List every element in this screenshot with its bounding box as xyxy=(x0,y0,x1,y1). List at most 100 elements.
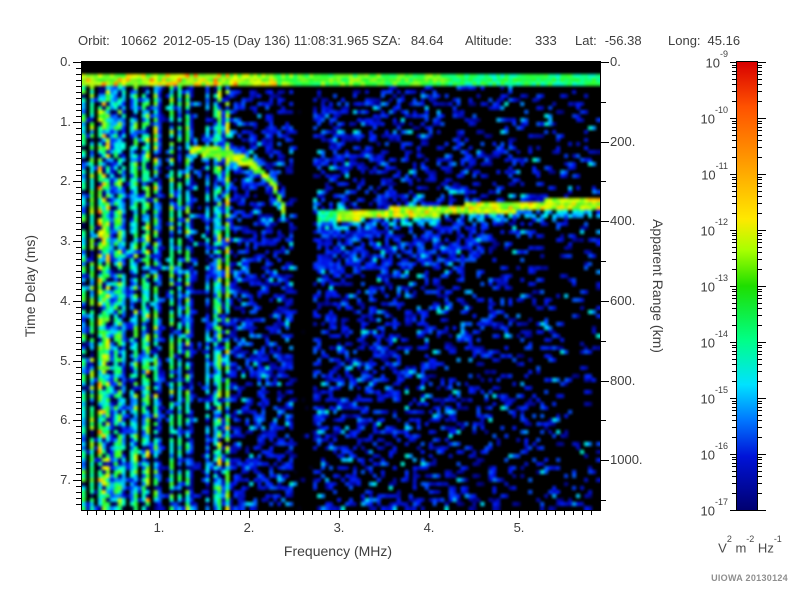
x-axis-minor-tick xyxy=(114,511,115,515)
colorbar-minor-tick-left xyxy=(732,359,736,360)
colorbar-minor-tick-left xyxy=(732,459,736,460)
y-left-minor-tick xyxy=(76,158,81,159)
colorbar-tick-base: 10 xyxy=(700,279,715,295)
colorbar-minor-tick-right xyxy=(758,84,762,85)
x-axis-minor-tick xyxy=(204,511,205,515)
x-axis-minor-tick xyxy=(447,511,448,515)
colorbar-minor-tick-right xyxy=(758,493,762,494)
x-axis-minor-tick xyxy=(141,511,142,515)
y-left-tick-label: 6. xyxy=(60,412,71,427)
y-left-minor-tick xyxy=(76,402,81,403)
y-left-minor-tick xyxy=(76,80,81,81)
y-right-minor-tick xyxy=(601,420,606,421)
y-right-tick-label: 1000. xyxy=(610,452,643,467)
y-left-tick-label: 7. xyxy=(60,472,71,487)
colorbar-minor-tick-right xyxy=(758,325,762,326)
x-axis-minor-tick xyxy=(294,511,295,515)
colorbar-minor-tick-left xyxy=(732,177,736,178)
y-left-tick-label: 3. xyxy=(60,233,71,248)
colorbar-minor-tick-right xyxy=(758,269,762,270)
y-left-minor-tick xyxy=(76,486,81,487)
plot-frame xyxy=(81,61,601,511)
colorbar-minor-tick-right xyxy=(758,157,762,158)
y-left-minor-tick xyxy=(76,98,81,99)
colorbar-minor-tick-right xyxy=(758,242,762,243)
x-axis-major-tick xyxy=(249,511,250,518)
colorbar-minor-tick-right xyxy=(758,298,762,299)
x-axis-title: Frequency (MHz) xyxy=(283,543,393,559)
y-left-minor-tick xyxy=(76,247,81,248)
colorbar-minor-tick-right xyxy=(758,401,762,402)
y-right-major-tick xyxy=(601,142,609,143)
y-left-minor-tick xyxy=(76,271,81,272)
y-left-minor-tick xyxy=(76,116,81,117)
colorbar xyxy=(736,61,758,511)
colorbar-minor-tick-left xyxy=(732,437,736,438)
x-axis-minor-tick xyxy=(267,511,268,515)
colorbar-minor-tick-right xyxy=(758,247,762,248)
colorbar-tick-label: 10-9 xyxy=(682,49,728,70)
x-axis-minor-tick xyxy=(150,511,151,515)
colorbar-minor-tick-left xyxy=(732,308,736,309)
y-left-major-tick xyxy=(73,361,81,362)
x-axis-minor-tick xyxy=(348,511,349,515)
y-left-minor-tick xyxy=(76,391,81,392)
colorbar-minor-tick-right xyxy=(758,427,762,428)
colorbar-minor-tick-right xyxy=(758,239,762,240)
y-left-minor-tick xyxy=(76,432,81,433)
y-left-minor-tick xyxy=(76,170,81,171)
colorbar-minor-tick-left xyxy=(732,157,736,158)
colorbar-minor-tick-left xyxy=(732,354,736,355)
unit-text: Hz xyxy=(754,540,774,556)
y-right-tick-label: 200. xyxy=(610,134,636,149)
colorbar-tick-base: 10 xyxy=(700,503,715,519)
x-axis-minor-tick xyxy=(582,511,583,515)
y-left-major-tick xyxy=(73,241,81,242)
colorbar-minor-tick-right xyxy=(758,364,762,365)
colorbar-minor-tick-left xyxy=(732,476,736,477)
colorbar-minor-tick-left xyxy=(732,203,736,204)
colorbar-tick-exponent: -16 xyxy=(714,441,728,451)
y-left-minor-tick xyxy=(76,474,81,475)
y-left-major-tick xyxy=(73,122,81,123)
y-left-minor-tick xyxy=(76,397,81,398)
colorbar-minor-tick-right xyxy=(758,415,762,416)
y-left-tick-label: 1. xyxy=(60,114,71,129)
colorbar-minor-tick-right xyxy=(758,354,762,355)
y-left-minor-tick xyxy=(76,92,81,93)
colorbar-minor-tick-left xyxy=(732,179,736,180)
y-left-minor-tick xyxy=(76,450,81,451)
colorbar-minor-tick-right xyxy=(758,71,762,72)
x-axis-minor-tick xyxy=(474,511,475,515)
y-right-major-tick xyxy=(601,221,609,222)
y-left-minor-tick xyxy=(76,444,81,445)
colorbar-minor-tick-right xyxy=(758,121,762,122)
colorbar-minor-tick-left xyxy=(732,242,736,243)
x-axis-minor-tick xyxy=(285,511,286,515)
colorbar-minor-tick-right xyxy=(758,371,762,372)
y-left-minor-tick xyxy=(76,175,81,176)
y-left-major-tick xyxy=(73,480,81,481)
colorbar-minor-tick-left xyxy=(732,127,736,128)
x-axis-minor-tick xyxy=(573,511,574,515)
x-axis-minor-tick xyxy=(411,511,412,515)
x-axis-minor-tick xyxy=(258,511,259,515)
colorbar-minor-tick-right xyxy=(758,179,762,180)
y-left-minor-tick xyxy=(76,498,81,499)
colorbar-minor-tick-left xyxy=(732,235,736,236)
y-left-minor-tick xyxy=(76,313,81,314)
colorbar-minor-tick-right xyxy=(758,123,762,124)
y-left-minor-tick xyxy=(76,68,81,69)
colorbar-tick-exponent: -12 xyxy=(714,217,728,227)
x-axis-minor-tick xyxy=(330,511,331,515)
colorbar-minor-tick-left xyxy=(732,259,736,260)
colorbar-tick-label: 10-12 xyxy=(682,217,728,238)
colorbar-minor-tick-right xyxy=(758,410,762,411)
x-axis-major-tick xyxy=(339,511,340,518)
x-axis-minor-tick xyxy=(105,511,106,515)
colorbar-minor-tick-left xyxy=(732,415,736,416)
y-left-minor-tick xyxy=(76,414,81,415)
y-left-minor-tick xyxy=(76,468,81,469)
colorbar-minor-tick-left xyxy=(732,466,736,467)
y-right-tick-label: 400. xyxy=(610,213,636,228)
